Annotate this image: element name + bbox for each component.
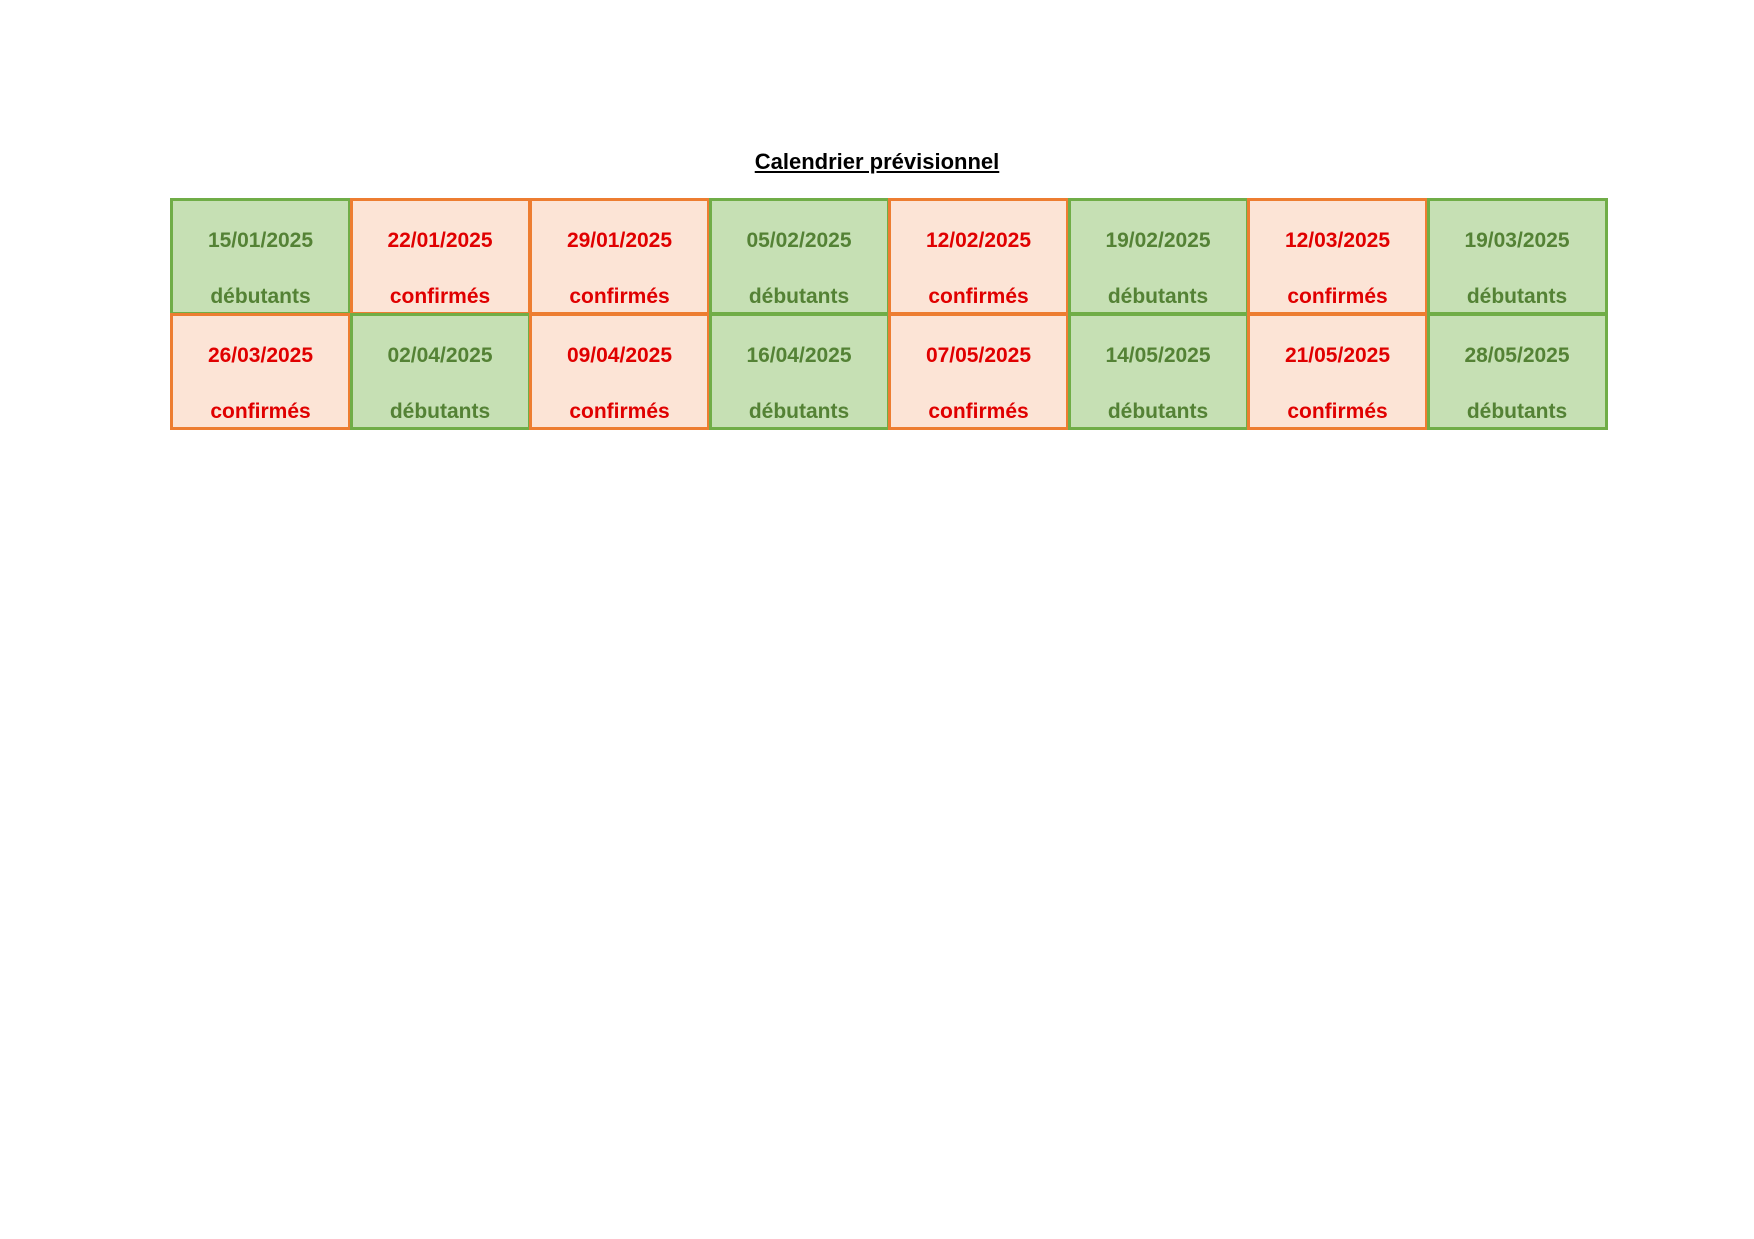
session-date: 29/01/2025 <box>566 229 673 252</box>
session-level: débutants <box>1107 400 1209 423</box>
session-date: 16/04/2025 <box>746 344 852 367</box>
session-level: confirmés <box>569 400 670 423</box>
session-date: 05/02/2025 <box>746 229 852 252</box>
session-level: confirmés <box>1287 400 1388 423</box>
calendar-cell: 29/01/2025 confirmés <box>529 198 710 315</box>
session-date: 02/04/2025 <box>387 344 493 367</box>
calendar-cell: 16/04/2025 débutants <box>708 313 890 430</box>
session-date: 21/05/2025 <box>1284 344 1391 367</box>
session-date: 09/04/2025 <box>566 344 673 367</box>
session-level: débutants <box>748 285 850 308</box>
session-level: débutants <box>1107 285 1209 308</box>
calendar-cell: 02/04/2025 débutants <box>349 313 531 430</box>
calendar-cell: 12/03/2025 confirmés <box>1247 198 1428 315</box>
session-level: confirmés <box>210 400 311 423</box>
session-date: 26/03/2025 <box>207 344 314 367</box>
calendar-cell: 14/05/2025 débutants <box>1067 313 1249 430</box>
session-level: débutants <box>1466 285 1568 308</box>
title: Calendrier prévisionnel <box>754 149 1000 174</box>
session-level: débutants <box>210 285 311 308</box>
session-level: confirmés <box>928 285 1029 308</box>
calendar-cell: 09/04/2025 confirmés <box>529 313 710 430</box>
session-date: 12/03/2025 <box>1284 229 1391 252</box>
calendar-cell: 07/05/2025 confirmés <box>888 313 1069 430</box>
session-level: confirmés <box>1287 285 1388 308</box>
session-date: 07/05/2025 <box>925 344 1032 367</box>
session-date: 22/01/2025 <box>387 229 493 252</box>
session-level: débutants <box>748 400 850 423</box>
calendar-cell: 05/02/2025 débutants <box>708 198 890 315</box>
session-level: confirmés <box>569 285 670 308</box>
calendar-cell: 26/03/2025 confirmés <box>170 313 351 430</box>
session-level: confirmés <box>928 400 1029 423</box>
calendar-cell: 21/05/2025 confirmés <box>1247 313 1428 430</box>
session-date: 28/05/2025 <box>1464 344 1570 367</box>
session-date: 14/05/2025 <box>1105 344 1211 367</box>
session-date: 15/01/2025 <box>207 229 314 252</box>
session-level: confirmés <box>389 285 491 308</box>
session-date: 19/02/2025 <box>1105 229 1211 252</box>
session-level: débutants <box>1466 400 1568 423</box>
calendar-cell: 22/01/2025 confirmés <box>349 198 531 315</box>
calendar-cell: 19/03/2025 débutants <box>1426 198 1608 315</box>
session-date: 19/03/2025 <box>1464 229 1570 252</box>
calendar-cell: 19/02/2025 débutants <box>1067 198 1249 315</box>
session-date: 12/02/2025 <box>925 229 1032 252</box>
calendar-cell: 28/05/2025 débutants <box>1426 313 1608 430</box>
calendar-cell: 15/01/2025 débutants <box>170 198 351 315</box>
session-level: débutants <box>389 400 491 423</box>
calendar-cell: 12/02/2025 confirmés <box>888 198 1069 315</box>
